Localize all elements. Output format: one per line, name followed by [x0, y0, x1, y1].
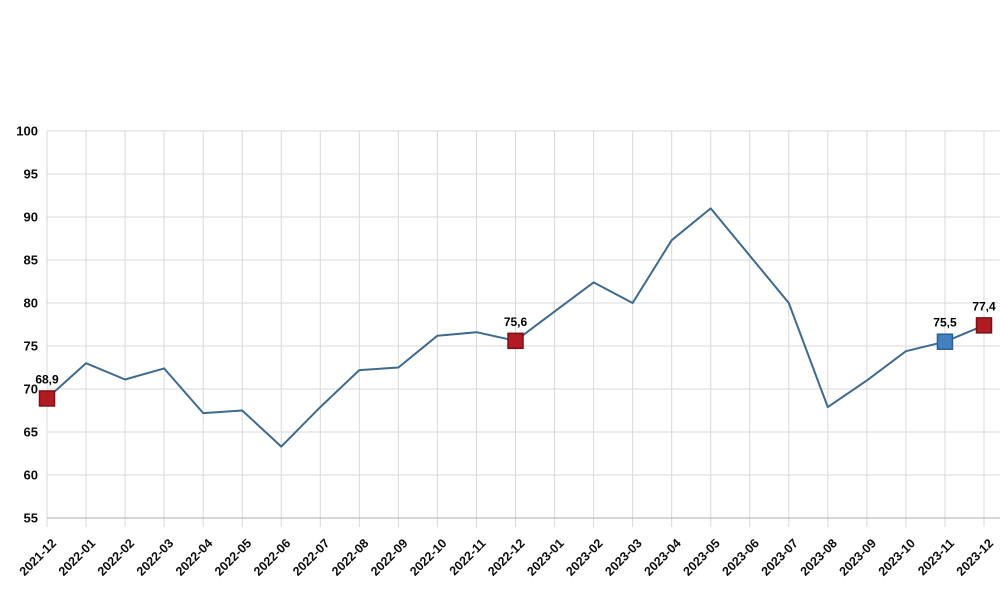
highlight-marker-red [975, 317, 993, 334]
highlight-marker-red [38, 390, 56, 407]
point-value-label: 75,6 [504, 315, 528, 329]
y-axis-tick-label: 70 [24, 382, 38, 397]
y-axis-tick-label: 85 [24, 253, 38, 268]
y-axis-tick-label: 65 [24, 425, 38, 440]
y-axis-tick-label: 100 [16, 124, 38, 139]
y-axis-tick-label: 80 [24, 296, 38, 311]
highlight-marker-blue [936, 333, 954, 350]
highlight-marker-red [507, 332, 524, 350]
y-axis-tick-label: 55 [24, 511, 38, 526]
y-axis-tick-label: 95 [24, 167, 38, 182]
y-axis-tick-label: 75 [24, 339, 38, 354]
point-value-label: 68,9 [35, 372, 59, 386]
y-axis-tick-label: 90 [24, 210, 38, 225]
point-value-label: 77,4 [972, 299, 996, 313]
y-axis-tick-label: 60 [24, 468, 38, 483]
point-value-label: 75,5 [933, 316, 957, 330]
